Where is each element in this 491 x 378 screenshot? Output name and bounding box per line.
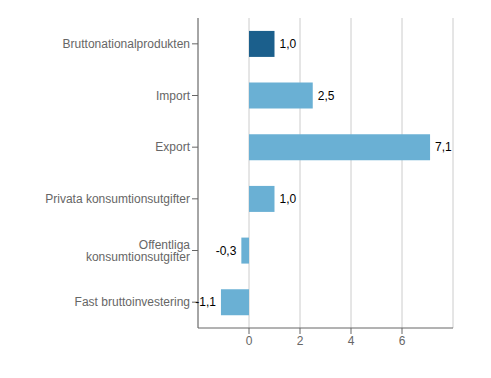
svg-text:Export: Export — [155, 140, 190, 154]
svg-text:0: 0 — [246, 334, 253, 348]
svg-text:-1,1: -1,1 — [195, 295, 216, 309]
svg-text:6: 6 — [399, 334, 406, 348]
svg-text:7,1: 7,1 — [435, 140, 452, 154]
svg-text:1,0: 1,0 — [280, 37, 297, 51]
svg-text:Import: Import — [156, 89, 191, 103]
svg-text:2: 2 — [297, 334, 304, 348]
svg-text:-0,3: -0,3 — [216, 244, 237, 258]
svg-text:Fast bruttoinvestering: Fast bruttoinvestering — [75, 295, 190, 309]
svg-text:Offentligakonsumtionsutgifter: Offentligakonsumtionsutgifter — [86, 238, 190, 264]
svg-text:1,0: 1,0 — [280, 192, 297, 206]
svg-text:Bruttonationalprodukten: Bruttonationalprodukten — [63, 37, 190, 51]
svg-text:Privata konsumtionsutgifter: Privata konsumtionsutgifter — [45, 192, 190, 206]
svg-text:2,5: 2,5 — [318, 89, 335, 103]
svg-text:4: 4 — [348, 334, 355, 348]
